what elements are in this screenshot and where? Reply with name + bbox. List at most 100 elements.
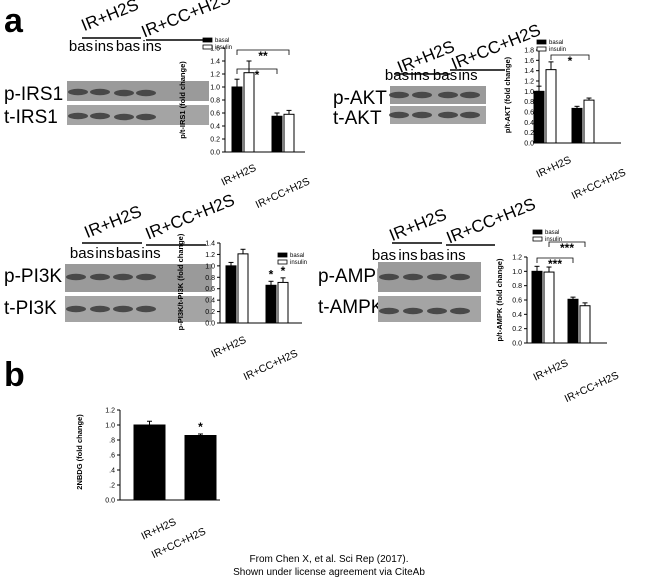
significance-marker: * bbox=[281, 264, 286, 278]
y-tick-label: 0.6 bbox=[205, 286, 215, 293]
protein-band bbox=[389, 91, 409, 99]
x-category-label: IR+CC+H2S bbox=[570, 167, 628, 203]
y-tick-label: 1.6 bbox=[210, 46, 220, 53]
legend-swatch bbox=[532, 236, 543, 242]
protein-band bbox=[90, 112, 110, 120]
protein-band bbox=[450, 273, 470, 281]
y-tick-label: 0.2 bbox=[210, 137, 220, 144]
phospho-protein-label: p-AKT bbox=[333, 88, 387, 109]
y-tick-label: 1.6 bbox=[524, 58, 534, 65]
panel-b-label: b bbox=[4, 356, 25, 394]
significance-marker: *** bbox=[560, 241, 574, 255]
y-tick-label: 0.2 bbox=[512, 326, 522, 333]
bar bbox=[545, 69, 557, 144]
y-tick-label: 1.0 bbox=[524, 89, 534, 96]
protein-band bbox=[412, 91, 432, 99]
legend-swatch bbox=[277, 252, 288, 258]
bar bbox=[283, 113, 295, 153]
bar bbox=[271, 115, 283, 153]
significance-bracket bbox=[236, 49, 290, 55]
phospho-protein-label: p-AMPK bbox=[318, 266, 389, 287]
y-tick-label: 0.4 bbox=[512, 312, 522, 319]
condition-label: IR+CC+H2S bbox=[143, 190, 238, 243]
lane-label: ins bbox=[398, 247, 417, 264]
protein-band bbox=[379, 273, 399, 281]
y-tick-label: 0.6 bbox=[210, 111, 220, 118]
bar bbox=[231, 86, 243, 153]
y-tick-label: 0.0 bbox=[105, 498, 115, 505]
y-tick-label: 1.2 bbox=[210, 72, 220, 79]
total-blot-image bbox=[67, 105, 209, 125]
legend-label: insulin bbox=[215, 45, 232, 51]
condition-label: IR+H2S bbox=[82, 202, 145, 242]
y-tick-label: 0.4 bbox=[205, 298, 215, 305]
y-tick-label: .2 bbox=[109, 483, 115, 490]
y-tick-label: 1.2 bbox=[105, 408, 115, 415]
y-axis-label: p/t-IRS1 (fold change) bbox=[178, 61, 187, 139]
credit-line-1: From Chen X, et al. Sci Rep (2017). bbox=[250, 554, 409, 565]
significance-marker: *** bbox=[548, 257, 562, 271]
x-category-label: IR+H2S bbox=[209, 334, 248, 361]
protein-band bbox=[136, 89, 156, 97]
protein-band bbox=[66, 273, 86, 281]
total-protein-label: t-PI3K bbox=[4, 298, 57, 319]
y-tick-label: 0.0 bbox=[205, 321, 215, 328]
legend-label: insulin bbox=[549, 47, 566, 53]
y-tick-label: 0.0 bbox=[524, 141, 534, 148]
condition-label: IR+H2S bbox=[79, 0, 142, 35]
protein-band bbox=[438, 111, 458, 119]
chart-akt: 0.0 0.2 0.4 0.6 0.8 1.0 1.2 1.4 1.6 1.8 p/t-AKT (f… bbox=[503, 39, 628, 203]
legend-swatch bbox=[277, 259, 288, 265]
protein-band bbox=[403, 307, 423, 315]
protein-band bbox=[136, 305, 156, 313]
y-tick-label: 1.4 bbox=[524, 68, 534, 75]
phospho-protein-label: p-PI3K bbox=[4, 266, 62, 287]
bar bbox=[225, 265, 237, 324]
y-tick-label: 0.8 bbox=[524, 99, 534, 106]
protein-band bbox=[136, 113, 156, 121]
y-axis-label: p/t-AMPK (fold change) bbox=[495, 258, 504, 341]
lane-label: bas bbox=[116, 245, 140, 262]
protein-band bbox=[114, 113, 134, 121]
protein-band bbox=[90, 88, 110, 96]
x-category-label: IR+CC+H2S bbox=[254, 176, 312, 212]
bar bbox=[133, 424, 166, 501]
protein-band bbox=[114, 89, 134, 97]
legend-label: basal bbox=[215, 38, 229, 44]
condition-label: IR+H2S bbox=[387, 205, 450, 245]
bar bbox=[579, 305, 591, 344]
y-tick-label: 0.8 bbox=[205, 275, 215, 282]
protein-band bbox=[403, 273, 423, 281]
lane-label: ins bbox=[142, 38, 161, 55]
x-category-label: IR+H2S bbox=[139, 516, 178, 543]
protein-band bbox=[68, 88, 88, 96]
bar bbox=[571, 107, 583, 144]
condition-label: IR+CC+H2S bbox=[444, 194, 539, 247]
protein-band bbox=[389, 111, 409, 119]
y-tick-label: 0.8 bbox=[512, 283, 522, 290]
y-tick-label: 1.4 bbox=[210, 59, 220, 66]
bar bbox=[533, 90, 545, 144]
bar bbox=[237, 253, 249, 324]
significance-bracket bbox=[548, 241, 586, 247]
legend-label: basal bbox=[549, 40, 563, 46]
protein-band bbox=[90, 273, 110, 281]
y-tick-label: 0.6 bbox=[512, 298, 522, 305]
legend-label: basal bbox=[545, 230, 559, 236]
bar bbox=[567, 298, 579, 344]
lane-label: bas bbox=[116, 38, 140, 55]
lane-label: ins bbox=[95, 245, 114, 262]
y-tick-label: .6 bbox=[109, 453, 115, 460]
significance-bracket bbox=[536, 257, 574, 263]
lane-label: bas bbox=[70, 245, 94, 262]
y-tick-label: 1.2 bbox=[205, 252, 215, 259]
significance-bracket bbox=[236, 68, 278, 74]
y-tick-label: 1.4 bbox=[205, 241, 215, 248]
y-tick-label: .4 bbox=[109, 468, 115, 475]
y-tick-label: 0.4 bbox=[524, 120, 534, 127]
legend-swatch bbox=[536, 46, 547, 52]
protein-band bbox=[427, 273, 447, 281]
protein-band bbox=[460, 111, 480, 119]
total-protein-label: t-IRS1 bbox=[4, 107, 58, 128]
